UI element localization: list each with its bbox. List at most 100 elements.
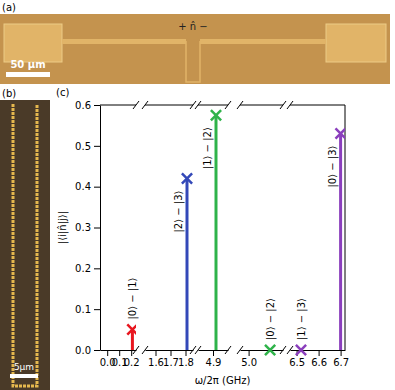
photo-background (0, 14, 390, 84)
panel-b: 5μm (b) (0, 88, 50, 390)
y-tick-mark (94, 146, 100, 147)
x-tick-label: 6.5 (289, 357, 305, 368)
stem-marker (127, 324, 136, 334)
x-axis-line (101, 350, 137, 351)
y-tick-mark (94, 350, 100, 351)
x-axis: 5.0 (241, 350, 284, 368)
panel-label: (c) (56, 87, 69, 98)
axis-break (225, 346, 231, 354)
y-tick-mark (94, 228, 100, 229)
x-axis: 1.61.71.8 (146, 350, 194, 368)
y-tick: 0.3 (75, 222, 100, 233)
x-tick-mark (107, 350, 108, 356)
y-axis-line (100, 106, 101, 351)
x-tick: 6.6 (311, 350, 327, 368)
y-tick-mark (94, 309, 100, 310)
axis-break (190, 346, 196, 354)
lead (200, 39, 326, 44)
y-tick-label: 0.6 (75, 100, 91, 111)
x-tick: 1.6 (148, 350, 164, 368)
transition-label: |0⟩ − |1⟩ (127, 277, 139, 319)
y-tick: 0.1 (75, 304, 100, 315)
figure-svg: 50 μm+ n̂ −(a)5μm(b)(c)0.00.10.20.30.40.… (0, 0, 395, 390)
axis-break (237, 346, 243, 354)
scale-bar-label: 5μm (14, 362, 34, 372)
figure: 50 μm+ n̂ −(a)5μm(b)(c)0.00.10.20.30.40.… (0, 0, 395, 390)
x-tick: 6.7 (333, 350, 349, 368)
frame-top (198, 105, 228, 106)
x-tick: 5.0 (241, 350, 257, 368)
x-tick-label: 4.9 (206, 357, 222, 368)
x-tick-label: 1.6 (148, 357, 164, 368)
y-tick-mark (94, 105, 100, 106)
x-axis: 4.9 (199, 350, 229, 368)
y-tick-label: 0.3 (75, 222, 91, 233)
transition-label: |1⟩ − |3⟩ (296, 298, 308, 340)
y-tick: 0.0 (75, 345, 100, 356)
y-axis-title: |⟨i|n̂|j⟩| (57, 211, 69, 244)
transition-label: |0⟩ − |2⟩ (265, 298, 277, 340)
axis-break (133, 101, 139, 109)
x-tick-mark (341, 350, 342, 356)
y-tick-label: 0.5 (75, 141, 91, 152)
y-tick-label: 0.1 (75, 304, 91, 315)
axis-break (142, 101, 148, 109)
x-tick-mark (186, 350, 187, 356)
transition-label: |2⟩ − |3⟩ (173, 190, 185, 232)
axis-break (287, 101, 293, 109)
frame-top (100, 105, 136, 106)
stem-marker (265, 345, 275, 355)
axis-break (225, 101, 231, 109)
marks (296, 128, 345, 355)
frame-right (345, 105, 346, 350)
stem (215, 115, 218, 350)
junction-loop (186, 41, 200, 82)
stem (186, 179, 189, 351)
x-tick-label: 1.7 (163, 357, 179, 368)
axis-break (195, 346, 201, 354)
scale-bar (10, 374, 38, 378)
annotations: |0⟩ − |1⟩ |2⟩ − |3⟩ |1⟩ − |2⟩ |0⟩ − |2⟩ |1⟩ … (127, 127, 338, 340)
x-tick: 0.2 (124, 350, 140, 368)
lead (62, 39, 186, 44)
y-tick-label: 0.4 (75, 181, 91, 192)
axis-break (280, 346, 286, 354)
pad (326, 24, 386, 62)
panel-a: 50 μm + n̂ − (a) (0, 2, 390, 84)
y-tick: 0.6 (75, 100, 100, 111)
axis-break (237, 101, 243, 109)
stem-marker (296, 345, 306, 355)
panel-label: (b) (2, 88, 16, 99)
junction-array (13, 104, 37, 386)
x-tick-mark (249, 350, 250, 356)
photo-background (0, 100, 50, 390)
stem (131, 330, 134, 350)
x-tick-mark (131, 350, 132, 356)
axis-break (190, 101, 196, 109)
axis-break (280, 101, 286, 109)
axis-break (133, 346, 139, 354)
x-tick-label: 0.2 (124, 357, 140, 368)
port-label: + n̂ − (178, 21, 207, 32)
y-tick: 0.2 (75, 263, 100, 274)
pad (4, 24, 62, 62)
x-tick-label: 1.8 (178, 357, 194, 368)
x-tick-label: 6.7 (333, 357, 349, 368)
x-tick-mark (156, 350, 157, 356)
axis-break (287, 346, 293, 354)
x-tick-mark (319, 350, 320, 356)
transition-label: |1⟩ − |2⟩ (202, 127, 214, 169)
y-tick-mark (94, 268, 100, 269)
x-tick-mark (213, 350, 214, 356)
y-axis: 0.0 0.1 0.2 0.3 0.4 0.5 0.6 (75, 100, 100, 356)
panel-c: (c) 0.0 0.1 0.2 0.3 0.4 0.5 0.60.0 0.1 0.2 1.61.71… (56, 87, 349, 386)
panel-label: (a) (2, 2, 16, 13)
scale-bar-label: 50 μm (10, 59, 45, 70)
x-axis-line (241, 350, 284, 351)
axis-break (195, 101, 201, 109)
x-tick: 1.7 (163, 350, 179, 368)
axis-break (142, 346, 148, 354)
stem (339, 134, 342, 350)
marks (265, 345, 275, 355)
y-tick: 0.4 (75, 181, 100, 192)
